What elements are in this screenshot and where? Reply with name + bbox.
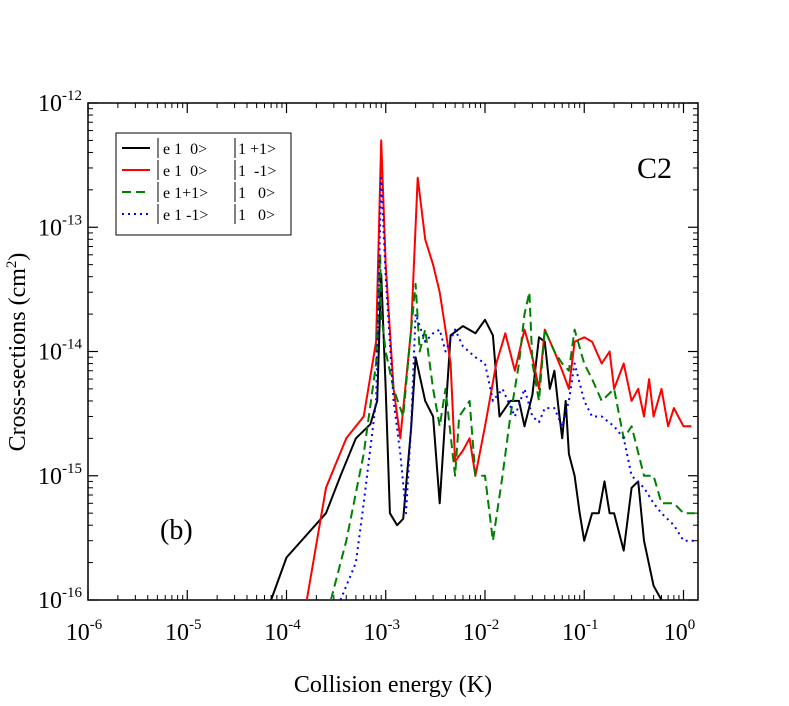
x-tick-label: 10-2 xyxy=(463,617,500,646)
series-line-1 xyxy=(270,273,663,600)
y-tick-label: 10-12 xyxy=(38,88,82,117)
y-tick-label: 10-14 xyxy=(38,337,82,366)
y-axis-label-main: Cross-sections (cm xyxy=(5,268,31,452)
x-tick-label: 10-6 xyxy=(66,617,103,646)
x-tick-labels: 10-6 10-5 10-4 10-3 10-2 10-1 100 xyxy=(66,617,695,646)
y-tick-labels: 10-16 10-15 10-14 10-13 10-12 xyxy=(38,88,82,614)
y-tick-label: 10-16 xyxy=(38,585,82,614)
series-line-3 xyxy=(329,253,695,600)
legend-label-left-2: e 1 0> xyxy=(163,163,207,180)
y-tick-label: 10-13 xyxy=(38,212,82,241)
x-tick-label: 10-4 xyxy=(264,617,301,646)
axis-ticks xyxy=(87,102,698,601)
y-axis-label-sup: 2 xyxy=(4,261,20,269)
legend-label-right-4: 1 0> xyxy=(238,207,275,224)
y-axis-label-close: ) xyxy=(5,253,31,261)
x-tick-label: 100 xyxy=(664,617,696,646)
series-line-2 xyxy=(305,139,692,600)
panel-label: (b) xyxy=(160,515,193,546)
legend-label-left-3: e 1+1> xyxy=(163,185,208,202)
x-tick-label: 10-5 xyxy=(165,617,202,646)
legend-label-right-1: 1 +1> xyxy=(238,141,276,158)
y-axis-label: Cross-sections (cm2) xyxy=(4,253,31,452)
legend-label-left-4: e 1 -1> xyxy=(163,207,208,224)
y-tick-label: 10-15 xyxy=(38,461,82,490)
legend-label-right-2: 1 -1> xyxy=(238,163,276,180)
system-label: C2 xyxy=(637,152,672,185)
series-lines xyxy=(270,139,695,600)
legend-box xyxy=(115,132,292,236)
legend-label-left-1: e 1 0> xyxy=(163,141,207,158)
x-axis-label: Collision energy (K) xyxy=(294,672,492,698)
legend-label-right-3: 1 0> xyxy=(238,185,275,202)
x-tick-label: 10-1 xyxy=(562,617,599,646)
x-tick-label: 10-3 xyxy=(363,617,400,646)
legend: e 1 0> 1 +1> e 1 0> 1 -1> e 1+1> 1 0> e 1 -1> 1… xyxy=(115,132,292,236)
